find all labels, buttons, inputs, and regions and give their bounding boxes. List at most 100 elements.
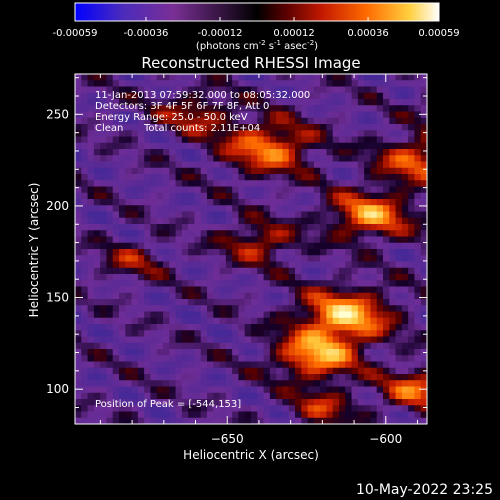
heatmap-cell — [213, 99, 220, 106]
heatmap-cell — [345, 236, 352, 244]
heatmap-cell — [169, 224, 176, 231]
heatmap-cell — [200, 86, 208, 94]
heatmap-cell — [282, 242, 290, 250]
heatmap-cell — [282, 367, 290, 375]
heatmap-cell — [106, 105, 114, 112]
heatmap-cell — [269, 205, 277, 212]
heatmap-cell — [263, 80, 271, 87]
heatmap-cell — [307, 267, 315, 275]
heatmap-cell — [181, 117, 189, 125]
heatmap-cell — [339, 317, 346, 325]
heatmap-cell — [389, 292, 396, 300]
heatmap-cell — [81, 155, 88, 162]
heatmap-cell — [156, 374, 164, 381]
heatmap-cell — [288, 80, 296, 87]
heatmap-cell — [288, 261, 296, 269]
heatmap-cell — [213, 349, 220, 356]
heatmap-cell — [414, 411, 422, 419]
heatmap-cell — [389, 405, 396, 412]
heatmap-cell — [188, 230, 195, 237]
heatmap-cell — [301, 186, 308, 194]
heatmap-cell — [269, 86, 277, 94]
heatmap-cell — [194, 149, 202, 156]
heatmap-cell — [420, 342, 427, 350]
heatmap-cell — [188, 124, 195, 131]
heatmap-cell — [181, 161, 189, 169]
heatmap-cell — [213, 299, 220, 306]
heatmap-cell — [364, 186, 371, 194]
heatmap-cell — [144, 317, 151, 325]
heatmap-cell — [276, 224, 283, 231]
heatmap-cell — [137, 161, 145, 169]
heatmap-cell — [188, 117, 195, 125]
heatmap-cell — [376, 249, 384, 256]
heatmap-cell — [414, 149, 422, 156]
heatmap-cell — [357, 342, 365, 350]
heatmap-cell — [169, 130, 176, 137]
heatmap-cell — [307, 392, 315, 400]
heatmap-cell — [213, 230, 220, 237]
heatmap-cell — [269, 324, 277, 331]
heatmap-cell — [345, 142, 352, 150]
heatmap-cell — [137, 192, 145, 200]
heatmap-cell — [370, 74, 378, 81]
heatmap-cell — [276, 211, 283, 219]
heatmap-cell — [351, 117, 359, 125]
heatmap-cell — [119, 336, 126, 344]
heatmap-cell — [207, 361, 214, 369]
heatmap-cell — [163, 211, 170, 219]
heatmap-cell — [389, 124, 396, 131]
heatmap-cell — [288, 280, 296, 287]
heatmap-cell — [376, 280, 384, 287]
heatmap-cell — [244, 292, 252, 300]
heatmap-cell — [169, 186, 176, 194]
heatmap-cell — [295, 180, 302, 187]
heatmap-cell — [326, 374, 334, 381]
heatmap-cell — [351, 205, 359, 212]
heatmap-cell — [106, 155, 114, 162]
heatmap-cell — [175, 224, 183, 231]
heatmap-cell — [232, 130, 239, 137]
heatmap-cell — [269, 174, 277, 181]
heatmap-cell — [357, 99, 365, 106]
heatmap-cell — [276, 267, 283, 275]
heatmap-cell — [106, 274, 114, 281]
heatmap-cell — [263, 411, 271, 419]
heatmap-cell — [263, 117, 271, 125]
heatmap-cell — [181, 199, 189, 206]
heatmap-cell — [244, 305, 252, 312]
heatmap-cell — [81, 355, 88, 362]
heatmap-cell — [345, 274, 352, 281]
heatmap-cell — [301, 417, 308, 424]
heatmap-cell — [238, 174, 246, 181]
heatmap-cell — [251, 174, 258, 181]
heatmap-cell — [106, 111, 114, 119]
heatmap-cell — [181, 311, 189, 319]
heatmap-cell — [175, 386, 183, 394]
heatmap-cell — [194, 330, 202, 337]
heatmap-cell — [383, 380, 390, 387]
heatmap-cell — [401, 124, 409, 131]
heatmap-cell — [181, 205, 189, 212]
heatmap-cell — [307, 186, 315, 194]
heatmap-cell — [282, 349, 290, 356]
heatmap-cell — [207, 136, 214, 144]
heatmap-cell — [200, 224, 208, 231]
heatmap-cell — [219, 86, 227, 94]
heatmap-cell — [326, 205, 334, 212]
heatmap-cell — [106, 367, 114, 375]
heatmap-cell — [263, 99, 271, 106]
heatmap-cell — [163, 105, 170, 112]
heatmap-cell — [225, 380, 233, 387]
heatmap-cell — [395, 80, 403, 87]
info-detectors: Detectors: 3F 4F 5F 6F 7F 8F, Att 0 — [95, 101, 269, 112]
heatmap-cell — [307, 330, 315, 337]
heatmap-cell — [137, 80, 145, 87]
heatmap-cell — [269, 311, 277, 319]
heatmap-cell — [332, 236, 340, 244]
heatmap-cell — [87, 192, 95, 200]
heatmap-cell — [175, 342, 183, 350]
heatmap-cell — [364, 80, 371, 87]
heatmap-cell — [383, 342, 390, 350]
heatmap-cell — [225, 386, 233, 394]
